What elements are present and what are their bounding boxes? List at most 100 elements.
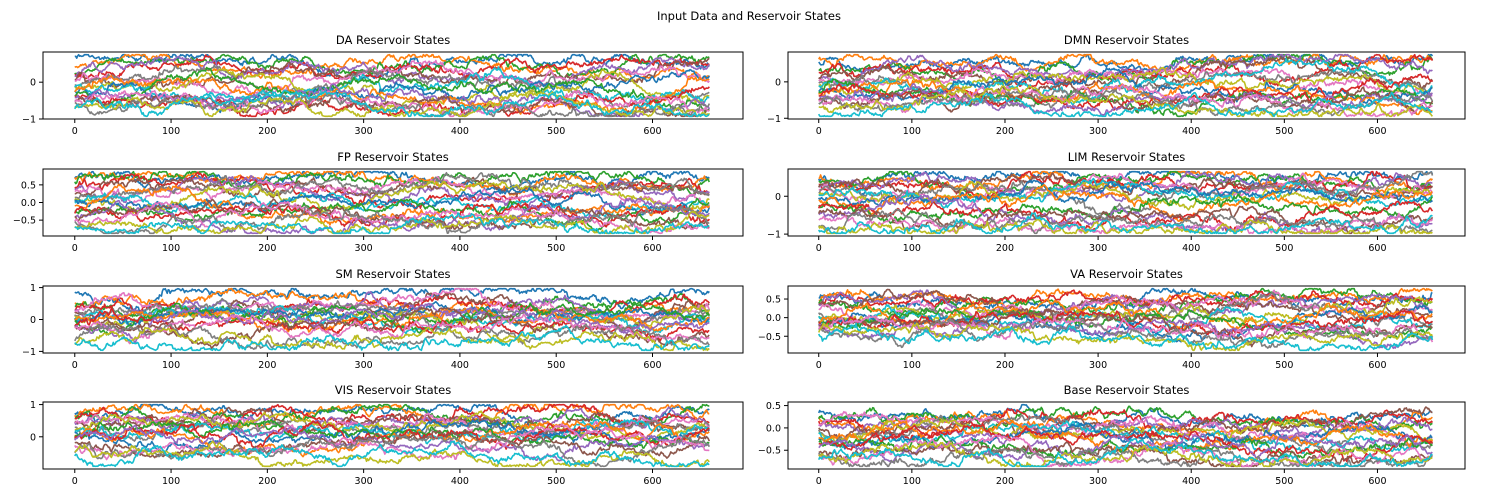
- va-x-tick-label: 200: [996, 360, 1014, 371]
- va-y-tick-label: −0.5: [758, 332, 781, 343]
- base-series-line-20: [817, 437, 1433, 468]
- da-series-line-12: [74, 74, 710, 115]
- fp-y-tick-label: 0.5: [21, 180, 36, 191]
- da-x-tick-label: 500: [547, 126, 565, 137]
- lim-x-tick-label: 600: [1368, 243, 1386, 254]
- da-series-line-13: [74, 66, 710, 114]
- dmn-series-line-16: [818, 79, 1434, 114]
- vis-series-line-9: [74, 410, 710, 443]
- dmn-x-tick-label: 100: [903, 126, 921, 137]
- da-series-line-4: [74, 54, 710, 80]
- vis-x-tick-label: 400: [451, 476, 469, 487]
- vis-axes-frame: [42, 401, 744, 470]
- dmn-series-line-4: [818, 53, 1434, 90]
- fp-y-tick-label: 0.0: [21, 198, 36, 209]
- da-series-line-20: [74, 89, 710, 118]
- fp-x-tick-label: 0: [72, 243, 78, 254]
- dmn-x-tick-label: 500: [1275, 126, 1293, 137]
- base-series-line-8: [817, 414, 1434, 454]
- va-series-line-18: [818, 318, 1434, 349]
- lim-x-tick-label: 400: [1182, 243, 1200, 254]
- va-series-line-13: [818, 307, 1433, 340]
- sm-x-tick-label: 400: [451, 360, 469, 371]
- base-x-tick-label: 300: [1089, 476, 1107, 487]
- sm-x-tick-label: 200: [258, 360, 276, 371]
- fp-series-line-15: [74, 197, 710, 235]
- sm-subplot: SM Reservoir States 0 100 200 300 400 500 600 1 0…: [22, 267, 744, 371]
- dmn-axes-frame: [787, 51, 1466, 120]
- vis-x-tick-label: 100: [162, 476, 180, 487]
- lim-series-line-18: [818, 208, 1433, 235]
- vis-x-tick-label: 600: [643, 476, 661, 487]
- lim-series-line-12: [818, 184, 1433, 223]
- da-x-tick-label: 0: [72, 126, 78, 137]
- lim-x-tick-label: 300: [1089, 243, 1107, 254]
- lim-series-line-17: [818, 212, 1434, 235]
- sm-x-tick-label: 500: [547, 360, 565, 371]
- base-y-tick-label: 0.5: [766, 401, 781, 412]
- fp-x-tick-label: 200: [258, 243, 276, 254]
- vis-series-group: [74, 403, 711, 468]
- da-title: DA Reservoir States: [336, 33, 450, 47]
- vis-series-line-20: [74, 440, 710, 468]
- dmn-x-tick-label: 400: [1182, 126, 1200, 137]
- vis-series-line-19: [74, 440, 710, 468]
- dmn-x-tick-label: 600: [1368, 126, 1386, 137]
- lim-series-line-8: [818, 170, 1434, 217]
- lim-title: LIM Reservoir States: [1068, 150, 1186, 164]
- fp-x-tick-label: 600: [643, 243, 661, 254]
- lim-y-tick-label: 0: [775, 192, 781, 203]
- vis-x-tick-label: 500: [547, 476, 565, 487]
- dmn-title: DMN Reservoir States: [1064, 33, 1189, 47]
- sm-y-tick-label: 1: [30, 283, 36, 294]
- base-x-tick-label: 500: [1275, 476, 1293, 487]
- vis-series-line-17: [74, 423, 710, 461]
- da-y-tick-label: −1: [22, 115, 36, 126]
- lim-series-line-14: [817, 200, 1434, 233]
- vis-series-line-13: [74, 418, 710, 449]
- va-y-tick-label: 0.0: [766, 313, 781, 324]
- sm-series-line-14: [74, 307, 710, 342]
- fp-title: FP Reservoir States: [337, 150, 448, 164]
- base-series-line-15: [818, 432, 1433, 464]
- va-series-line-17: [817, 314, 1434, 343]
- sm-x-tick-label: 600: [643, 360, 661, 371]
- dmn-series-line-5: [818, 53, 1433, 87]
- fp-series-line-9: [74, 179, 710, 214]
- da-series-line-5: [74, 55, 710, 87]
- sm-title: SM Reservoir States: [335, 267, 450, 281]
- sm-series-line-20: [74, 324, 710, 352]
- base-y-tick-label: 0.0: [766, 423, 781, 434]
- va-title: VA Reservoir States: [1070, 267, 1183, 281]
- lim-series-line-7: [818, 172, 1434, 211]
- dmn-series-line-20: [818, 91, 1433, 118]
- base-axes-frame: [787, 401, 1466, 470]
- base-x-tick-label: 100: [903, 476, 921, 487]
- vis-y-tick-label: 1: [30, 400, 36, 411]
- base-series-line-13: [818, 434, 1433, 459]
- vis-subplot: VIS Reservoir States 0 100 200 300 400 500 600 1…: [30, 383, 744, 487]
- va-series-line-5: [818, 289, 1433, 324]
- fp-series-line-18: [74, 205, 710, 235]
- fp-x-tick-label: 100: [162, 243, 180, 254]
- sm-x-tick-label: 100: [162, 360, 180, 371]
- da-series-line-19: [74, 91, 711, 118]
- fp-series-line-17: [74, 201, 710, 235]
- va-series-line-20: [818, 324, 1434, 352]
- base-subplot: Base Reservoir States 0 100 200 300 400 500 600…: [758, 383, 1466, 487]
- vis-series-line-6: [74, 406, 710, 435]
- sm-series-line-17: [74, 313, 710, 345]
- va-subplot: VA Reservoir States 0 100 200 300 400 500 600 0.…: [758, 267, 1466, 371]
- va-x-tick-label: 400: [1182, 360, 1200, 371]
- vis-x-tick-label: 200: [258, 476, 276, 487]
- va-series-line-2: [818, 287, 1433, 310]
- base-x-tick-label: 0: [816, 476, 822, 487]
- sm-x-tick-label: 300: [355, 360, 373, 371]
- fp-series-line-3: [74, 170, 711, 196]
- vis-x-tick-label: 0: [72, 476, 78, 487]
- fp-subplot: FP Reservoir States 0 100 200 300 400 500 600 0.…: [13, 150, 744, 254]
- sm-series-group: [74, 287, 711, 352]
- base-series-line-19: [818, 441, 1433, 468]
- sm-series-line-1: [74, 287, 710, 313]
